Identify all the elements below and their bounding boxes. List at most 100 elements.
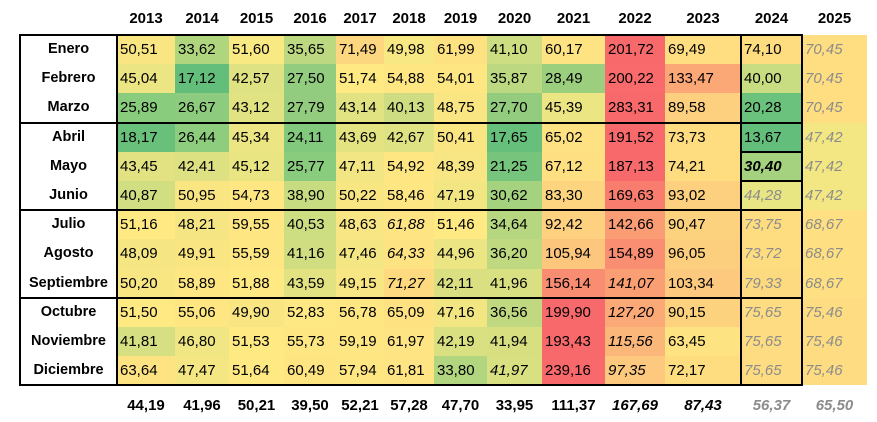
cell-abril-2014[interactable]: 26,44	[175, 122, 229, 152]
cell-junio-2015[interactable]: 54,73	[229, 181, 284, 211]
cell-mayo-2022[interactable]: 187,13	[605, 151, 665, 181]
cell-febrero-2016[interactable]: 27,50	[284, 64, 336, 94]
cell-julio-2015[interactable]: 59,55	[229, 210, 284, 240]
cell-febrero-2025[interactable]: 70,45	[802, 64, 867, 94]
cell-febrero-2022[interactable]: 200,22	[605, 64, 665, 94]
cell-febrero-2021[interactable]: 28,49	[542, 64, 605, 94]
cell-diciembre-2025[interactable]: 75,46	[802, 356, 867, 386]
cell-abril-2021[interactable]: 65,02	[542, 122, 605, 152]
cell-diciembre-2015[interactable]: 51,64	[229, 356, 284, 386]
cell-marzo-2015[interactable]: 43,12	[229, 93, 284, 123]
cell-julio-2025[interactable]: 68,67	[802, 210, 867, 240]
cell-diciembre-2023[interactable]: 72,17	[665, 356, 741, 386]
cell-febrero-2023[interactable]: 133,47	[665, 64, 741, 94]
cell-octubre-2017[interactable]: 56,78	[336, 297, 384, 327]
cell-agosto-2025[interactable]: 68,67	[802, 239, 867, 269]
cell-septiembre-2025[interactable]: 68,67	[802, 268, 867, 298]
cell-noviembre-2017[interactable]: 59,19	[336, 327, 384, 357]
cell-noviembre-2015[interactable]: 51,53	[229, 327, 284, 357]
cell-marzo-2025[interactable]: 70,45	[802, 93, 867, 123]
cell-febrero-2015[interactable]: 42,57	[229, 64, 284, 94]
cell-enero-2021[interactable]: 60,17	[542, 35, 605, 65]
cell-agosto-2015[interactable]: 55,59	[229, 239, 284, 269]
cell-febrero-2014[interactable]: 17,12	[175, 64, 229, 94]
cell-septiembre-2016[interactable]: 43,59	[284, 268, 336, 298]
cell-diciembre-2024[interactable]: 75,65	[741, 356, 802, 386]
cell-enero-2020[interactable]: 41,10	[487, 35, 542, 65]
cell-marzo-2014[interactable]: 26,67	[175, 93, 229, 123]
cell-abril-2016[interactable]: 24,11	[284, 122, 336, 152]
cell-enero-2017[interactable]: 71,49	[336, 35, 384, 65]
cell-noviembre-2013[interactable]: 41,81	[117, 327, 175, 357]
cell-noviembre-2024[interactable]: 75,65	[741, 327, 802, 357]
cell-mayo-2017[interactable]: 47,11	[336, 151, 384, 181]
cell-septiembre-2023[interactable]: 103,34	[665, 268, 741, 298]
cell-junio-2013[interactable]: 40,87	[117, 181, 175, 211]
cell-abril-2024[interactable]: 13,67	[741, 122, 802, 152]
cell-septiembre-2020[interactable]: 41,96	[487, 268, 542, 298]
cell-junio-2022[interactable]: 169,63	[605, 181, 665, 211]
cell-junio-2019[interactable]: 47,19	[434, 181, 487, 211]
cell-abril-2013[interactable]: 18,17	[117, 122, 175, 152]
cell-julio-2014[interactable]: 48,21	[175, 210, 229, 240]
cell-julio-2016[interactable]: 40,53	[284, 210, 336, 240]
cell-abril-2025[interactable]: 47,42	[802, 122, 867, 152]
cell-junio-2021[interactable]: 83,30	[542, 181, 605, 211]
cell-septiembre-2024[interactable]: 79,33	[741, 268, 802, 298]
cell-abril-2023[interactable]: 73,73	[665, 122, 741, 152]
cell-abril-2022[interactable]: 191,52	[605, 122, 665, 152]
cell-agosto-2017[interactable]: 47,46	[336, 239, 384, 269]
cell-mayo-2015[interactable]: 45,12	[229, 151, 284, 181]
cell-diciembre-2020[interactable]: 41,97	[487, 356, 542, 386]
cell-julio-2020[interactable]: 34,64	[487, 210, 542, 240]
cell-junio-2025[interactable]: 47,42	[802, 181, 867, 211]
cell-enero-2019[interactable]: 61,99	[434, 35, 487, 65]
cell-marzo-2023[interactable]: 89,58	[665, 93, 741, 123]
cell-noviembre-2014[interactable]: 46,80	[175, 327, 229, 357]
cell-agosto-2014[interactable]: 49,91	[175, 239, 229, 269]
cell-marzo-2017[interactable]: 43,14	[336, 93, 384, 123]
cell-octubre-2019[interactable]: 47,16	[434, 297, 487, 327]
cell-julio-2023[interactable]: 90,47	[665, 210, 741, 240]
cell-marzo-2016[interactable]: 27,79	[284, 93, 336, 123]
cell-noviembre-2018[interactable]: 61,97	[384, 327, 434, 357]
cell-diciembre-2016[interactable]: 60,49	[284, 356, 336, 386]
cell-octubre-2013[interactable]: 51,50	[117, 297, 175, 327]
cell-agosto-2020[interactable]: 36,20	[487, 239, 542, 269]
cell-julio-2013[interactable]: 51,16	[117, 210, 175, 240]
cell-marzo-2020[interactable]: 27,70	[487, 93, 542, 123]
cell-enero-2024[interactable]: 74,10	[741, 35, 802, 65]
cell-febrero-2013[interactable]: 45,04	[117, 64, 175, 94]
cell-noviembre-2025[interactable]: 75,46	[802, 327, 867, 357]
cell-mayo-2024[interactable]: 30,40	[741, 151, 802, 181]
cell-septiembre-2017[interactable]: 49,15	[336, 268, 384, 298]
cell-abril-2019[interactable]: 50,41	[434, 122, 487, 152]
cell-diciembre-2019[interactable]: 33,80	[434, 356, 487, 386]
cell-mayo-2023[interactable]: 74,21	[665, 151, 741, 181]
cell-julio-2017[interactable]: 48,63	[336, 210, 384, 240]
cell-agosto-2023[interactable]: 96,05	[665, 239, 741, 269]
cell-noviembre-2019[interactable]: 42,19	[434, 327, 487, 357]
cell-abril-2018[interactable]: 42,67	[384, 122, 434, 152]
cell-abril-2015[interactable]: 45,34	[229, 122, 284, 152]
cell-enero-2013[interactable]: 50,51	[117, 35, 175, 65]
cell-junio-2014[interactable]: 50,95	[175, 181, 229, 211]
cell-mayo-2018[interactable]: 54,92	[384, 151, 434, 181]
cell-enero-2015[interactable]: 51,60	[229, 35, 284, 65]
cell-agosto-2019[interactable]: 44,96	[434, 239, 487, 269]
cell-noviembre-2022[interactable]: 115,56	[605, 327, 665, 357]
cell-agosto-2024[interactable]: 73,72	[741, 239, 802, 269]
cell-marzo-2024[interactable]: 20,28	[741, 93, 802, 123]
cell-junio-2017[interactable]: 50,22	[336, 181, 384, 211]
cell-enero-2023[interactable]: 69,49	[665, 35, 741, 65]
cell-mayo-2020[interactable]: 21,25	[487, 151, 542, 181]
cell-diciembre-2017[interactable]: 57,94	[336, 356, 384, 386]
cell-diciembre-2014[interactable]: 47,47	[175, 356, 229, 386]
cell-mayo-2025[interactable]: 47,42	[802, 151, 867, 181]
cell-septiembre-2019[interactable]: 42,11	[434, 268, 487, 298]
cell-septiembre-2022[interactable]: 141,07	[605, 268, 665, 298]
cell-febrero-2018[interactable]: 54,88	[384, 64, 434, 94]
cell-marzo-2013[interactable]: 25,89	[117, 93, 175, 123]
cell-septiembre-2013[interactable]: 50,20	[117, 268, 175, 298]
cell-agosto-2021[interactable]: 105,94	[542, 239, 605, 269]
